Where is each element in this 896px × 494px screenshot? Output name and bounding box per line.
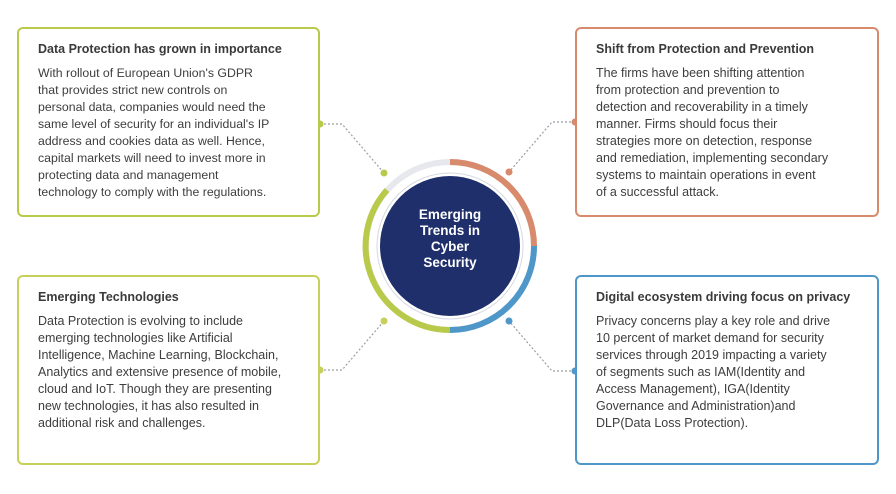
card-body-line: new technologies, it has also resulted i… [38,399,259,413]
card-body: With rollout of European Union's GDPR th… [38,65,304,201]
card-body: Data Protection is evolving to include e… [38,313,304,432]
dot-top-left-ring [380,169,388,177]
card-body-line: strategies more on detection, response [596,134,813,148]
card-body-line: capital markets will need to invest more… [38,151,266,165]
center-disc [380,176,520,316]
card-body-line: With rollout of European Union's GDPR [38,66,253,80]
card-body-line: cloud and IoT. Though they are presentin… [38,382,272,396]
arc-blue [449,245,537,333]
card-data-protection: Data Protection has grown in importance … [17,27,320,217]
card-body-line: emerging technologies like Artificial [38,331,233,345]
dot-bottom-right-ring [505,317,513,325]
card-body-line: technology to comply with the regulation… [38,185,267,199]
card-body-line: that provides strict new controls on [38,83,228,97]
connector-bottom-right [508,320,575,372]
card-body-line: manner. Firms should focus their [596,117,778,131]
card-title: Emerging Technologies [38,290,179,304]
dot-top-right-ring [505,168,513,176]
card-title: Data Protection has grown in importance [38,42,282,56]
connector-top-left [320,123,385,174]
card-body-line: 10 percent of market demand for security [596,331,824,345]
inner-ring [376,172,524,320]
card-body-line: personal data, companies would need the [38,100,266,114]
card-body: The firms have been shifting attention f… [596,65,863,201]
card-body-line: additional risk and challenges. [38,416,206,430]
card-body-line: DLP(Data Loss Protection). [596,416,749,430]
center-title-line: Emerging [418,207,482,222]
card-body-line: of segments such as IAM(Identity and [596,365,806,379]
card-body-line: Analytics and extensive presence of mobi… [38,365,282,379]
card-title: Digital ecosystem driving focus on priva… [596,290,851,304]
card-body-line: systems to maintain operations in event [596,168,816,182]
card-body-line: Privacy concerns play a key role and dri… [596,314,831,328]
arc-orange [449,159,537,247]
card-body-line: The firms have been shifting attention [596,66,805,80]
card-body-line: and remediation, implementing secondary [596,151,829,165]
card-body-line: Intelligence, Machine Learning, Blockcha… [38,348,279,362]
card-body-line: Data Protection is evolving to include [38,314,243,328]
card-body-line: from protection and prevention to [596,83,780,97]
connector-top-right [508,121,575,173]
card-digital-ecosystem: Digital ecosystem driving focus on priva… [575,275,879,465]
card-shift-protection: Shift from Protection and Prevention The… [575,27,879,217]
center-title-line: Cyber [430,239,470,254]
center-title-line: Security [423,255,477,270]
card-body-line: protecting data and management [38,168,219,182]
card-body-line: Access Management), IGA(Identity [596,382,790,396]
card-body-line: Governance and Administration)and [596,399,796,413]
card-body-line: detection and recoverability in a timely [596,100,808,114]
card-title: Shift from Protection and Prevention [596,42,815,56]
connector-bottom-left [320,320,385,371]
card-body-line: same level of security for an individual… [38,117,270,131]
card-body-line: address and cookies data as well. Hence, [38,134,265,148]
card-emerging-technologies: Emerging Technologies Data Protection is… [17,275,320,465]
center-title: Emerging Trends in Cyber Security [393,207,507,271]
center-title-line: Trends in [419,223,480,238]
dot-bottom-left-ring [380,317,388,325]
card-body-line: services through 2019 impacting a variet… [596,348,827,362]
card-body: Privacy concerns play a key role and dri… [596,313,863,432]
arc-green [362,188,451,334]
card-body-line: of a successful attack. [596,185,719,199]
